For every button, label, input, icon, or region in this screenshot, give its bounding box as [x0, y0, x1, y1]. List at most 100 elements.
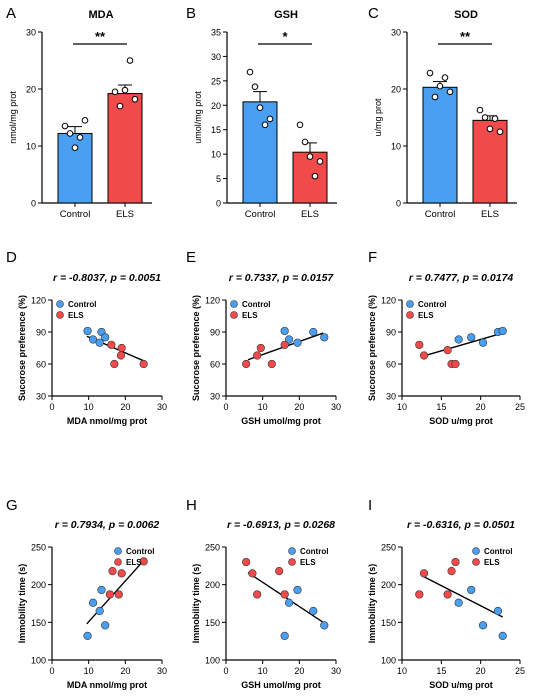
point-control — [454, 335, 463, 344]
data-point — [431, 93, 439, 101]
y-tick-label: 120 — [31, 296, 46, 306]
panel-e: Er = 0.7337, p = 0.0157 30 60 90 120 0 10 20 30 G… — [186, 249, 341, 426]
data-point — [476, 106, 484, 114]
y-axis-label: Sucorose preference (%) — [17, 295, 27, 401]
panel-letter: A — [6, 5, 16, 22]
x-tick-label: 30 — [157, 666, 167, 676]
point-control — [467, 585, 476, 595]
point-els — [443, 590, 452, 599]
panel-a: A MDA 0 10 20 30 nmol/mg prot Control ELS ** — [6, 5, 152, 220]
panel-f: Fr = 0.7477, p = 0.0174 30 60 90 120 10 15 20 25… — [367, 249, 525, 426]
point-control — [284, 598, 294, 607]
legend-label-els: ELS — [300, 558, 316, 567]
point-els — [443, 346, 452, 355]
y-tick-label: 25 — [211, 76, 221, 86]
x-tick-label: Control — [245, 209, 276, 220]
point-els — [253, 351, 262, 360]
data-point — [441, 74, 449, 81]
point-els — [139, 359, 148, 369]
point-control — [309, 327, 318, 337]
x-tick-label: 20 — [476, 402, 486, 412]
y-tick-label: 30 — [211, 52, 221, 62]
data-point — [116, 102, 124, 110]
x-tick-label: 10 — [84, 666, 94, 676]
chart-title: MDA — [88, 9, 113, 21]
chart-title: SOD — [454, 9, 478, 21]
point-els — [139, 557, 148, 566]
y-tick-label: 150 — [381, 618, 396, 628]
y-axis-label: umol/mg prot — [193, 91, 203, 144]
x-tick-label: 0 — [49, 402, 54, 412]
point-control — [95, 606, 104, 616]
data-point — [111, 88, 119, 96]
y-tick-label: 120 — [205, 296, 220, 306]
y-tick-label: 200 — [31, 580, 46, 590]
point-els — [116, 351, 126, 360]
x-tick-label: 15 — [436, 402, 446, 412]
panel-letter: G — [6, 497, 18, 514]
point-els — [275, 567, 284, 576]
point-els — [419, 569, 429, 578]
point-control — [493, 606, 503, 616]
y-tick-label: 5 — [216, 174, 221, 184]
x-tick-label: 25 — [515, 666, 525, 676]
x-tick-label: 25 — [515, 402, 525, 412]
chart-title: r = -0.6913, p = 0.0268 — [227, 519, 335, 531]
point-control — [101, 333, 110, 342]
y-tick-label: 10 — [391, 142, 401, 152]
significance-label: ** — [95, 29, 106, 44]
y-tick-label: 20 — [391, 85, 401, 95]
legend-marker-control — [56, 300, 64, 308]
point-els — [415, 340, 424, 349]
x-tick-label: Control — [425, 209, 456, 220]
legend-marker-control — [230, 300, 238, 308]
point-control — [88, 598, 98, 607]
point-control — [467, 333, 476, 342]
data-point — [426, 69, 434, 77]
bar-control — [57, 132, 93, 204]
point-els — [114, 590, 123, 599]
panel-g: Gr = 0.7934, p = 0.0062 100 150 200 250 0 10 20… — [6, 497, 167, 690]
point-els — [280, 590, 289, 599]
data-point — [251, 83, 259, 91]
y-tick-label: 30 — [26, 28, 36, 38]
point-control — [320, 333, 329, 342]
panel-b: B GSH 0 5 10 15 20 25 30 35 umol/mg prot Control ELS… — [186, 5, 337, 220]
point-control — [101, 621, 110, 630]
y-tick-label: 100 — [31, 656, 46, 666]
y-tick-label: 30 — [386, 392, 396, 402]
y-axis-label: Immobility time (s) — [17, 564, 27, 644]
point-control — [498, 631, 507, 640]
point-control — [293, 585, 302, 595]
point-els — [108, 567, 117, 576]
y-tick-label: 90 — [386, 328, 396, 338]
point-control — [454, 598, 463, 607]
legend-marker-els — [472, 558, 480, 566]
y-tick-label: 20 — [26, 85, 36, 95]
point-els — [117, 343, 126, 353]
point-els — [447, 567, 456, 576]
point-els — [280, 340, 289, 349]
legend-label-control: Control — [300, 547, 328, 556]
y-tick-label: 100 — [205, 656, 220, 666]
chart-title: GSH — [274, 9, 298, 21]
point-els — [451, 557, 460, 567]
legend-label-control: Control — [242, 300, 270, 309]
x-tick-label: 20 — [294, 402, 304, 412]
point-control — [293, 338, 302, 347]
panel-letter: H — [186, 497, 197, 514]
point-els — [256, 343, 265, 353]
y-tick-label: 15 — [211, 125, 221, 135]
data-point — [131, 95, 139, 103]
y-tick-label: 90 — [210, 328, 220, 338]
data-point — [246, 68, 254, 76]
data-point — [256, 104, 264, 112]
legend-marker-control — [114, 547, 122, 555]
x-tick-label: ELS — [301, 209, 319, 220]
point-control — [478, 621, 488, 630]
data-point — [61, 122, 69, 130]
x-tick-label: 0 — [223, 402, 228, 412]
data-point — [311, 172, 319, 180]
x-tick-label: 10 — [397, 402, 407, 412]
legend-label-els: ELS — [484, 558, 500, 567]
